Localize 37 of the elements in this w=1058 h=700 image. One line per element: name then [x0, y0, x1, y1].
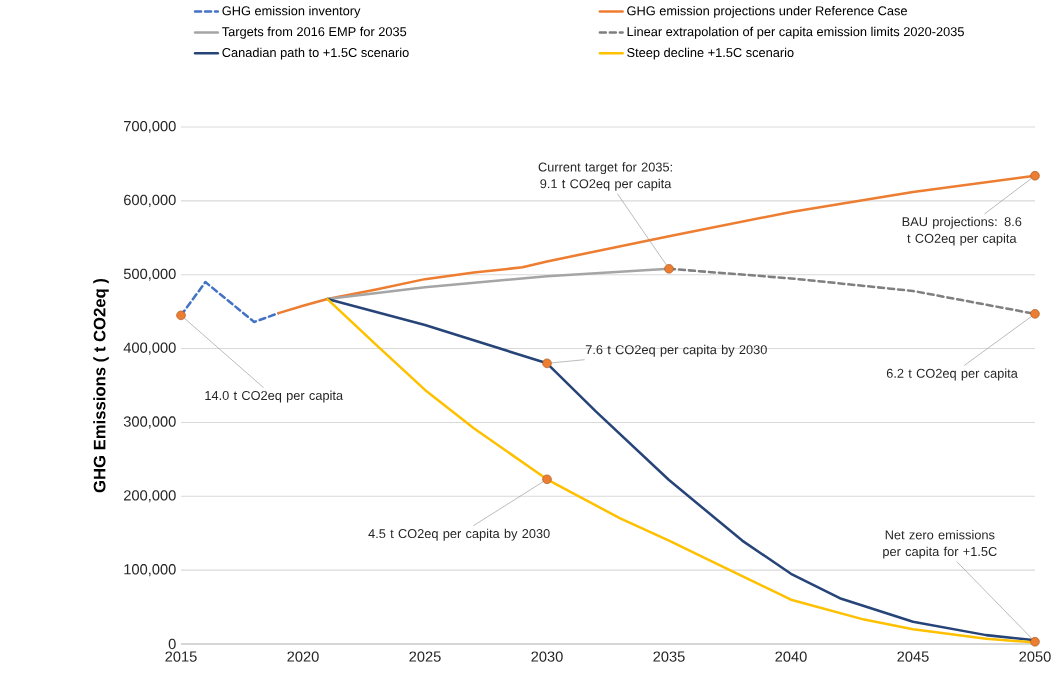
annotation: Net zero emissions per capita for +1.5C — [883, 529, 997, 559]
y-tick-label: 700,000 — [124, 120, 176, 134]
y-tick-label: 600,000 — [124, 194, 176, 207]
annotation: Current target for 2035: 9.1 t CO2eq per capita — [538, 162, 672, 191]
legend-label: Steep decline +1.5C scenario — [627, 47, 794, 60]
y-tick-label: 400,000 — [123, 342, 176, 355]
x-tick-label: 2045 — [897, 651, 929, 662]
point — [542, 358, 552, 369]
legend-label: Linear extrapolation of per capita emission limits 2020-2035 — [627, 26, 964, 39]
y-tick-label: 200,000 — [124, 490, 176, 503]
legend-label: Targets from 2016 EMP for 2035 — [222, 26, 407, 39]
y-axis-title: GHG Emissions ( t CO2eq ) — [93, 278, 109, 493]
y-tick-label: 300,000 — [123, 416, 176, 429]
x-tick-label: 2030 — [531, 651, 563, 662]
y-tick-label: 100,000 — [124, 564, 176, 577]
x-tick-label: 2035 — [653, 651, 685, 662]
x-tick-label: 2040 — [775, 651, 807, 662]
point — [1030, 309, 1040, 319]
point — [542, 474, 552, 485]
x-tick-label: 2020 — [287, 651, 319, 662]
legend-label: GHG emission inventory — [222, 5, 361, 18]
legend-label: GHG emission projections under Reference Case — [627, 5, 907, 18]
legend-label: Canadian path to +1.5C scenario — [222, 47, 409, 60]
annotation: BAU projections: 8.6 t CO2eq per capita — [902, 216, 1022, 246]
point — [1030, 637, 1040, 647]
point — [664, 264, 674, 274]
y-tick-label: 0 — [168, 638, 176, 650]
x-tick-label: 2050 — [1019, 651, 1051, 662]
annotation: 7.6 t CO2eq per capita by 2030 — [585, 344, 767, 357]
x-tick-label: 2015 — [165, 651, 197, 662]
point — [1030, 171, 1040, 181]
annotation: 6.2 t CO2eq per capita — [886, 368, 1018, 381]
x-tick-label: 2025 — [409, 651, 441, 662]
y-tick-label: 500,000 — [123, 268, 176, 281]
annotation: 4.5 t CO2eq per capita by 2030 — [368, 528, 550, 541]
point — [176, 310, 186, 321]
annotation: 14.0 t CO2eq per capita — [205, 390, 344, 403]
